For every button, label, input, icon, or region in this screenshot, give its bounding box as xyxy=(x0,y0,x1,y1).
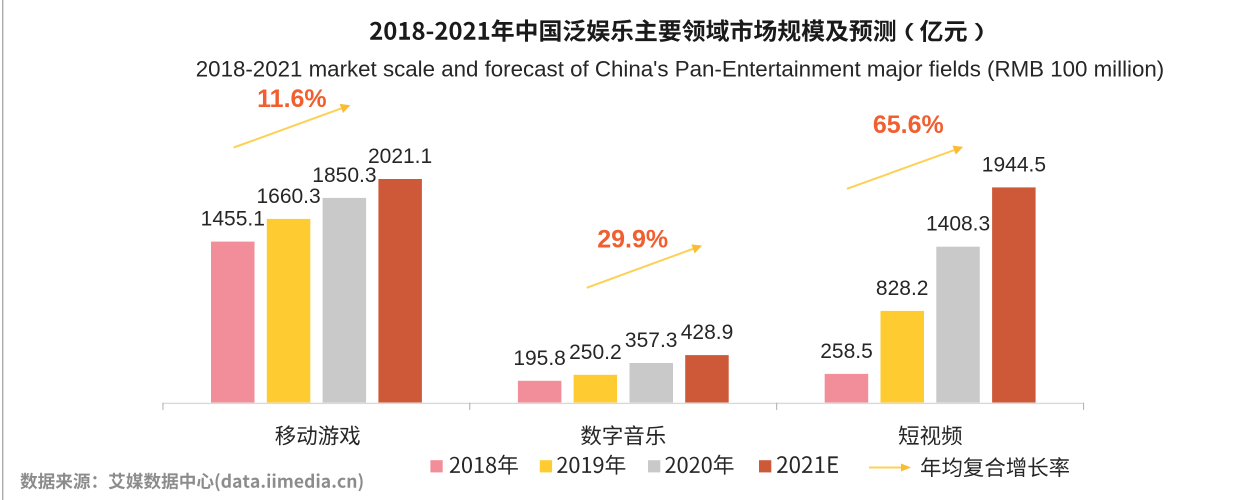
svg-text:1455.1: 1455.1 xyxy=(201,208,265,231)
svg-text:1660.3: 1660.3 xyxy=(256,185,320,208)
svg-text:428.9: 428.9 xyxy=(681,321,734,344)
svg-text:1850.3: 1850.3 xyxy=(312,164,376,187)
svg-text:11.6%: 11.6% xyxy=(257,85,327,113)
svg-text:65.6%: 65.6% xyxy=(873,111,944,139)
svg-text:2021.1: 2021.1 xyxy=(368,145,432,168)
svg-text:195.8: 195.8 xyxy=(513,347,566,370)
svg-text:1944.5: 1944.5 xyxy=(982,153,1046,176)
svg-text:258.5: 258.5 xyxy=(820,340,873,363)
svg-text:357.3: 357.3 xyxy=(625,329,678,352)
svg-text:1408.3: 1408.3 xyxy=(926,213,990,236)
svg-text:2018-2021 market scale and for: 2018-2021 market scale and forecast of C… xyxy=(196,57,1164,82)
svg-text:29.9%: 29.9% xyxy=(597,225,668,253)
svg-text:250.2: 250.2 xyxy=(569,341,622,364)
svg-text:828.2: 828.2 xyxy=(876,277,929,300)
